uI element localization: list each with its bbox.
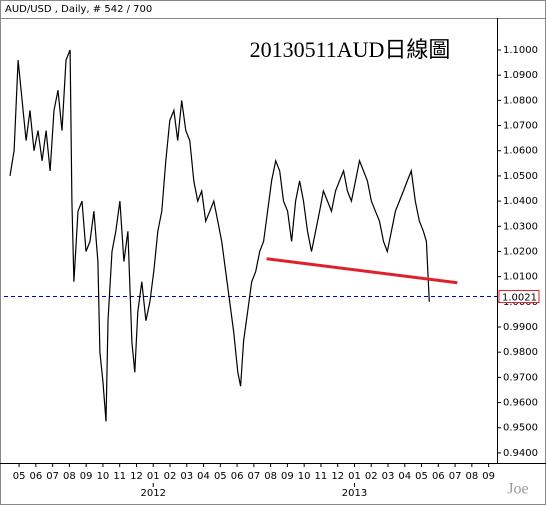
year-label: 2013 — [342, 488, 367, 499]
subtitle: AUD/USD , Daily, # 542 / 700 — [5, 4, 152, 15]
x-tick-label: 06 — [231, 471, 244, 482]
x-tick-label: 08 — [465, 471, 478, 482]
price-series — [9, 49, 430, 422]
watermark: Joe — [507, 481, 528, 498]
trendline — [266, 257, 458, 285]
chart-title: 20130511AUD日線圖 — [250, 37, 451, 62]
x-tick-label: 07 — [247, 471, 260, 482]
y-tick-label: 1.0400 — [503, 196, 538, 207]
x-tick-label: 09 — [281, 471, 294, 482]
x-tick-label: 12 — [130, 471, 143, 482]
x-tick-label: 01 — [348, 471, 361, 482]
x-tick-label: 03 — [180, 471, 193, 482]
x-tick-label: 05 — [415, 471, 428, 482]
y-tick-label: 1.0200 — [503, 246, 538, 257]
x-tick-label: 11 — [315, 471, 328, 482]
x-tick-label: 10 — [298, 471, 311, 482]
y-tick-label: 1.0300 — [503, 221, 538, 232]
x-tick-label: 07 — [449, 471, 462, 482]
x-tick-label: 03 — [382, 471, 395, 482]
x-tick-label: 08 — [63, 471, 76, 482]
y-tick-label: 0.9900 — [503, 322, 538, 333]
price-box — [498, 290, 540, 304]
y-tick-label: 0.9800 — [503, 347, 538, 358]
price-label: 1.0021 — [502, 293, 537, 304]
y-tick-label: 1.0600 — [503, 146, 538, 157]
y-tick-label: 1.0500 — [503, 171, 538, 182]
x-tick-label: 10 — [97, 471, 110, 482]
x-tick-label: 08 — [264, 471, 277, 482]
y-tick-label: 1.0100 — [503, 272, 538, 283]
y-tick-label: 1.0900 — [503, 70, 538, 81]
x-tick-label: 01 — [147, 471, 160, 482]
x-tick-label: 11 — [113, 471, 126, 482]
x-tick-label: 09 — [482, 471, 495, 482]
y-tick-label: 0.9500 — [503, 423, 538, 434]
x-tick-label: 06 — [432, 471, 445, 482]
x-tick-label: 04 — [197, 471, 210, 482]
x-tick-label: 06 — [29, 471, 42, 482]
year-label: 2012 — [141, 488, 166, 499]
x-tick-label: 09 — [80, 471, 93, 482]
x-tick-label: 12 — [331, 471, 344, 482]
x-tick-label: 07 — [46, 471, 59, 482]
x-tick-label: 02 — [365, 471, 378, 482]
x-tick-label: 05 — [214, 471, 227, 482]
y-tick-label: 1.0800 — [503, 95, 538, 106]
x-tick-label: 02 — [164, 471, 177, 482]
x-tick-label: 04 — [398, 471, 411, 482]
x-tick-label: 05 — [13, 471, 26, 482]
y-tick-label: 1.0700 — [503, 121, 538, 132]
y-tick-label: 0.9700 — [503, 372, 538, 383]
y-tick-label: 0.9400 — [503, 448, 538, 459]
y-tick-label: 0.9600 — [503, 398, 538, 409]
y-tick-label: 1.1000 — [503, 45, 538, 56]
